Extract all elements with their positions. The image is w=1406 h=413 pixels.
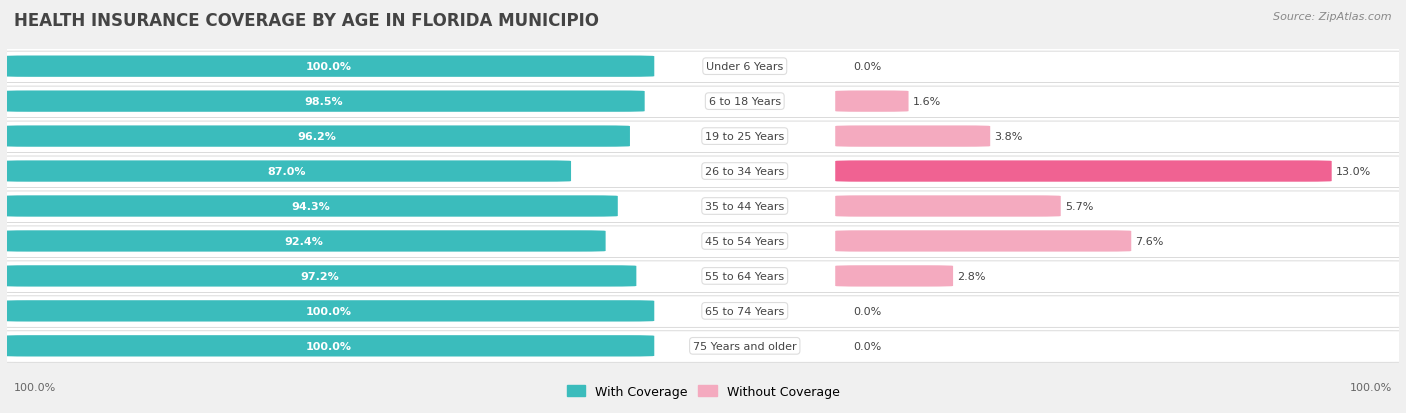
Text: 87.0%: 87.0% [267,166,307,177]
FancyBboxPatch shape [3,301,654,322]
Text: 5.7%: 5.7% [1064,202,1094,211]
Text: 65 to 74 Years: 65 to 74 Years [706,306,785,316]
FancyBboxPatch shape [835,231,1132,252]
FancyBboxPatch shape [3,126,630,147]
FancyBboxPatch shape [0,261,1406,293]
Text: 100.0%: 100.0% [305,306,352,316]
Text: 75 Years and older: 75 Years and older [693,341,797,351]
FancyBboxPatch shape [3,231,606,252]
FancyBboxPatch shape [835,126,990,147]
FancyBboxPatch shape [3,335,654,357]
Bar [7,224,1399,259]
FancyBboxPatch shape [0,331,1406,362]
FancyBboxPatch shape [3,56,654,78]
Bar [7,84,1399,119]
FancyBboxPatch shape [0,296,1406,328]
Text: Source: ZipAtlas.com: Source: ZipAtlas.com [1274,12,1392,22]
Text: 94.3%: 94.3% [291,202,329,211]
Text: 100.0%: 100.0% [1350,382,1392,392]
Bar [7,329,1399,363]
FancyBboxPatch shape [3,91,645,112]
FancyBboxPatch shape [0,226,1406,258]
Text: 0.0%: 0.0% [853,341,882,351]
Text: 45 to 54 Years: 45 to 54 Years [706,236,785,247]
Text: 97.2%: 97.2% [301,271,339,281]
Text: 6 to 18 Years: 6 to 18 Years [709,97,780,107]
Text: 100.0%: 100.0% [14,382,56,392]
Text: Under 6 Years: Under 6 Years [706,62,783,72]
Bar [7,50,1399,84]
FancyBboxPatch shape [835,161,1331,182]
FancyBboxPatch shape [3,266,637,287]
FancyBboxPatch shape [0,52,1406,83]
Text: 100.0%: 100.0% [305,62,352,72]
FancyBboxPatch shape [835,91,908,112]
Text: 92.4%: 92.4% [285,236,323,247]
Bar [7,259,1399,294]
Bar [7,294,1399,329]
Text: 7.6%: 7.6% [1136,236,1164,247]
Text: 19 to 25 Years: 19 to 25 Years [706,132,785,142]
Text: 3.8%: 3.8% [994,132,1022,142]
FancyBboxPatch shape [835,196,1060,217]
FancyBboxPatch shape [3,196,617,217]
FancyBboxPatch shape [0,157,1406,188]
Text: 35 to 44 Years: 35 to 44 Years [706,202,785,211]
Bar [7,189,1399,224]
Bar [7,119,1399,154]
Text: 0.0%: 0.0% [853,306,882,316]
Text: 100.0%: 100.0% [305,341,352,351]
Text: 26 to 34 Years: 26 to 34 Years [706,166,785,177]
Text: HEALTH INSURANCE COVERAGE BY AGE IN FLORIDA MUNICIPIO: HEALTH INSURANCE COVERAGE BY AGE IN FLOR… [14,12,599,30]
FancyBboxPatch shape [0,122,1406,153]
Text: 2.8%: 2.8% [957,271,986,281]
Text: 55 to 64 Years: 55 to 64 Years [706,271,785,281]
Text: 96.2%: 96.2% [297,132,336,142]
Legend: With Coverage, Without Coverage: With Coverage, Without Coverage [561,380,845,403]
FancyBboxPatch shape [0,192,1406,223]
Text: 13.0%: 13.0% [1336,166,1371,177]
Bar [7,154,1399,189]
FancyBboxPatch shape [0,87,1406,118]
FancyBboxPatch shape [3,161,571,182]
Text: 0.0%: 0.0% [853,62,882,72]
Text: 1.6%: 1.6% [912,97,941,107]
FancyBboxPatch shape [835,266,953,287]
Text: 98.5%: 98.5% [305,97,343,107]
